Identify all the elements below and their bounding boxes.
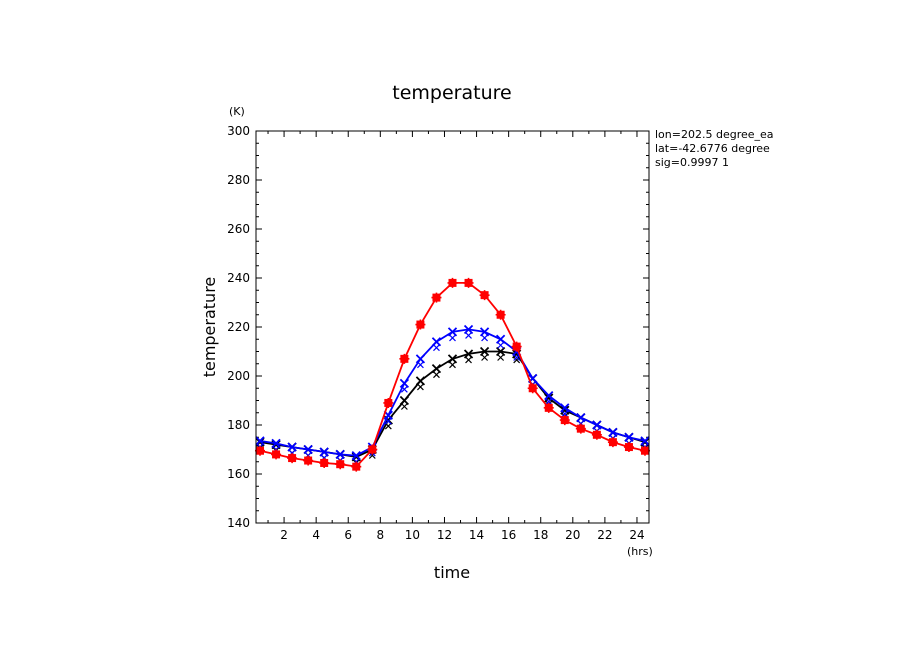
data-point-blue — [271, 438, 281, 453]
data-point-blue — [447, 327, 458, 342]
y-tick-label: 180 — [227, 418, 250, 432]
plot-frame — [255, 130, 650, 524]
data-point-blue — [415, 354, 426, 369]
y-tick-label: 240 — [227, 271, 250, 285]
data-point-red — [495, 309, 506, 320]
data-point-red — [271, 449, 282, 460]
data-point-red — [431, 292, 442, 303]
data-point-black — [431, 364, 442, 379]
x-tick-label: 14 — [469, 528, 484, 542]
y-tick-label: 280 — [227, 173, 250, 187]
data-point-red — [351, 461, 362, 472]
x-tick-label: 6 — [344, 528, 352, 542]
y-tick-label: 300 — [227, 124, 250, 138]
data-point-red — [287, 453, 298, 464]
x-tick-label: 12 — [437, 528, 452, 542]
series-line-black — [259, 350, 646, 458]
data-point-red — [367, 444, 378, 455]
data-point-red — [511, 341, 522, 352]
chart-title: temperature — [392, 82, 511, 104]
data-point-blue — [560, 403, 570, 418]
data-point-red — [623, 442, 634, 453]
data-point-red — [527, 383, 538, 394]
y-tick-label: 220 — [227, 320, 250, 334]
x-axis-unit: (hrs) — [627, 545, 653, 558]
series-line-blue — [259, 328, 646, 457]
y-tick-label: 260 — [227, 222, 250, 236]
data-point-blue — [495, 334, 506, 349]
data-point-black — [447, 354, 458, 369]
y-tick-label: 200 — [227, 369, 250, 383]
data-point-red — [575, 423, 586, 434]
data-point-red — [543, 402, 554, 413]
data-point-red — [559, 415, 570, 426]
data-point-blue — [576, 413, 586, 428]
x-axis-title: time — [434, 563, 470, 582]
data-point-red — [479, 290, 490, 301]
series-blue — [255, 324, 650, 466]
data-point-red — [319, 457, 330, 468]
series-line-red — [259, 281, 646, 468]
info-lat: lat=-42.6776 degree — [655, 142, 770, 155]
y-axis-title: temperature — [200, 277, 219, 378]
x-tick-label: 22 — [597, 528, 612, 542]
data-point-red — [303, 455, 314, 466]
x-tick-label: 16 — [501, 528, 516, 542]
data-point-black — [463, 349, 474, 364]
y-tick-label: 140 — [227, 516, 250, 530]
data-point-red — [639, 445, 650, 456]
y-axis-unit: (K) — [229, 105, 245, 118]
data-point-black — [399, 395, 410, 410]
data-point-blue — [463, 324, 474, 339]
data-point-blue — [544, 390, 554, 406]
data-point-blue — [479, 327, 490, 342]
y-tick-label: 160 — [227, 467, 250, 481]
x-tick-label: 18 — [533, 528, 548, 542]
data-point-black — [415, 376, 426, 391]
data-point-black — [495, 346, 506, 361]
data-point-red — [399, 353, 410, 364]
axes: 2 4 6 8 10 12 14 16 18 20 22 2414016018020022024026… — [227, 124, 649, 542]
info-lon: lon=202.5 degree_ea — [655, 128, 774, 141]
x-tick-label: 2 — [280, 528, 288, 542]
series-black — [255, 346, 650, 467]
data-point-red — [607, 437, 618, 448]
series-red — [255, 277, 650, 472]
data-point-red — [463, 277, 474, 288]
data-point-red — [591, 429, 602, 440]
data-point-blue — [431, 337, 442, 352]
x-tick-label: 8 — [376, 528, 384, 542]
series-layer — [255, 277, 650, 472]
data-point-red — [383, 397, 394, 408]
data-point-black — [479, 346, 490, 361]
x-tick-label: 20 — [565, 528, 580, 542]
x-tick-label: 24 — [629, 528, 644, 542]
data-point-red — [335, 459, 346, 470]
info-sig: sig=0.9997 1 — [655, 156, 729, 169]
data-point-blue — [399, 378, 410, 393]
data-point-red — [447, 277, 458, 288]
data-point-red — [255, 445, 266, 456]
x-tick-label: 4 — [312, 528, 320, 542]
data-point-red — [415, 319, 426, 330]
x-tick-label: 10 — [405, 528, 420, 542]
